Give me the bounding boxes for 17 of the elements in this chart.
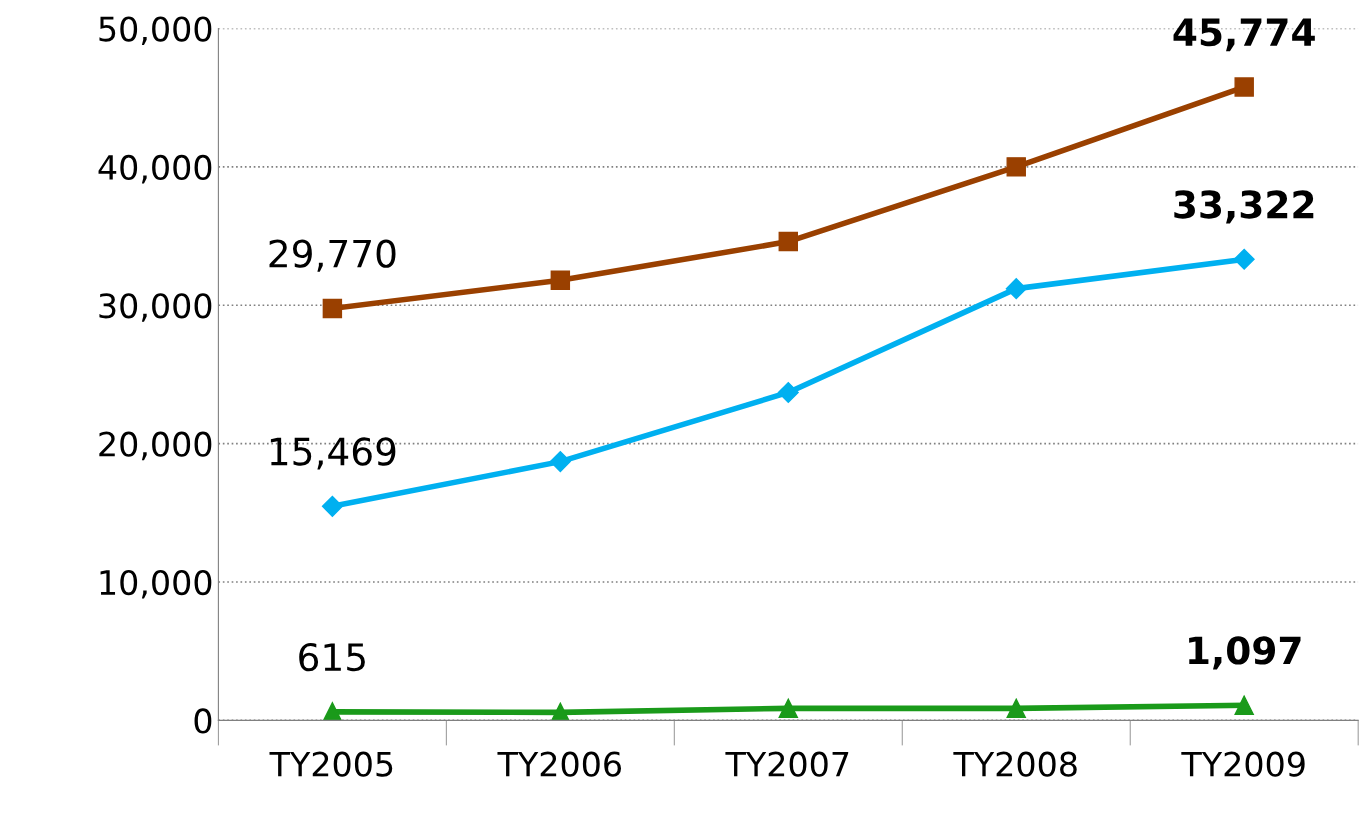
x-tick-label: TY2006 (497, 751, 622, 777)
data-label: 1,097 (1189, 636, 1301, 670)
data-label: 15,469 (270, 437, 396, 470)
y-tick-label: 0 (194, 708, 212, 734)
y-tick-label: 40,000 (98, 154, 212, 184)
data-label: 45,774 (1173, 18, 1315, 52)
data-label: 29,770 (269, 239, 396, 272)
y-tick-label: 50,000 (99, 16, 212, 46)
data-label: 33,322 (1174, 190, 1314, 224)
data-label: 615 (299, 642, 365, 672)
x-tick-label: TY2005 (269, 751, 393, 777)
x-tick-label: TY2007 (725, 751, 849, 777)
y-tick-label: 20,000 (99, 431, 212, 461)
x-tick-label: TY2009 (1181, 751, 1305, 777)
y-tick-label: 10,000 (100, 569, 212, 599)
y-tick-label: 30,000 (99, 293, 212, 322)
x-tick-label: TY2008 (953, 751, 1077, 777)
